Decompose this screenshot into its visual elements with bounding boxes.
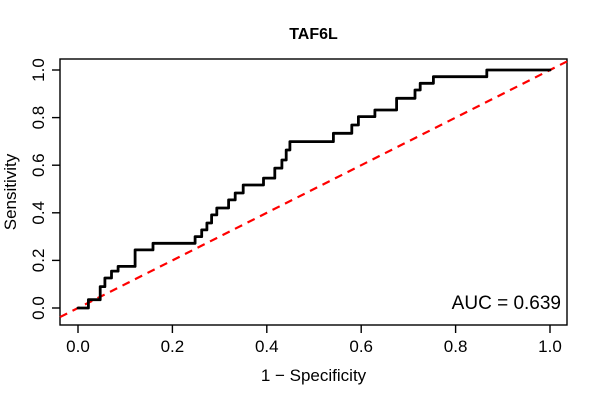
x-tick-label: 0.6 [349,337,373,356]
axes: 0.0 0.2 0.4 0.6 0.8 1.0 0.0 0.2 0.4 0.6 0.8 1.0 [29,58,568,356]
y-axis-title: Sensitivity [1,153,20,230]
y-tick-label: 0.2 [29,249,48,273]
x-tick-label: 1.0 [538,337,562,356]
x-axis-title: 1 − Specificity [261,366,367,385]
x-tick-label: 0.0 [66,337,90,356]
y-tick-label: 1.0 [29,58,48,82]
auc-annotation: AUC = 0.639 [452,293,561,314]
y-tick-label: 0.0 [29,296,48,320]
y-tick-label: 0.6 [29,153,48,177]
roc-curve-line [76,68,552,310]
x-tick-label: 0.8 [444,337,468,356]
y-tick-label: 0.8 [29,106,48,130]
chart-title: TAF6L [289,26,338,43]
plot-box [59,58,568,326]
series [59,60,568,319]
y-tick-label: 0.4 [29,201,48,225]
reference-diagonal-line [59,60,568,319]
x-tick-label: 0.2 [161,337,185,356]
x-tick-label: 0.4 [255,337,279,356]
